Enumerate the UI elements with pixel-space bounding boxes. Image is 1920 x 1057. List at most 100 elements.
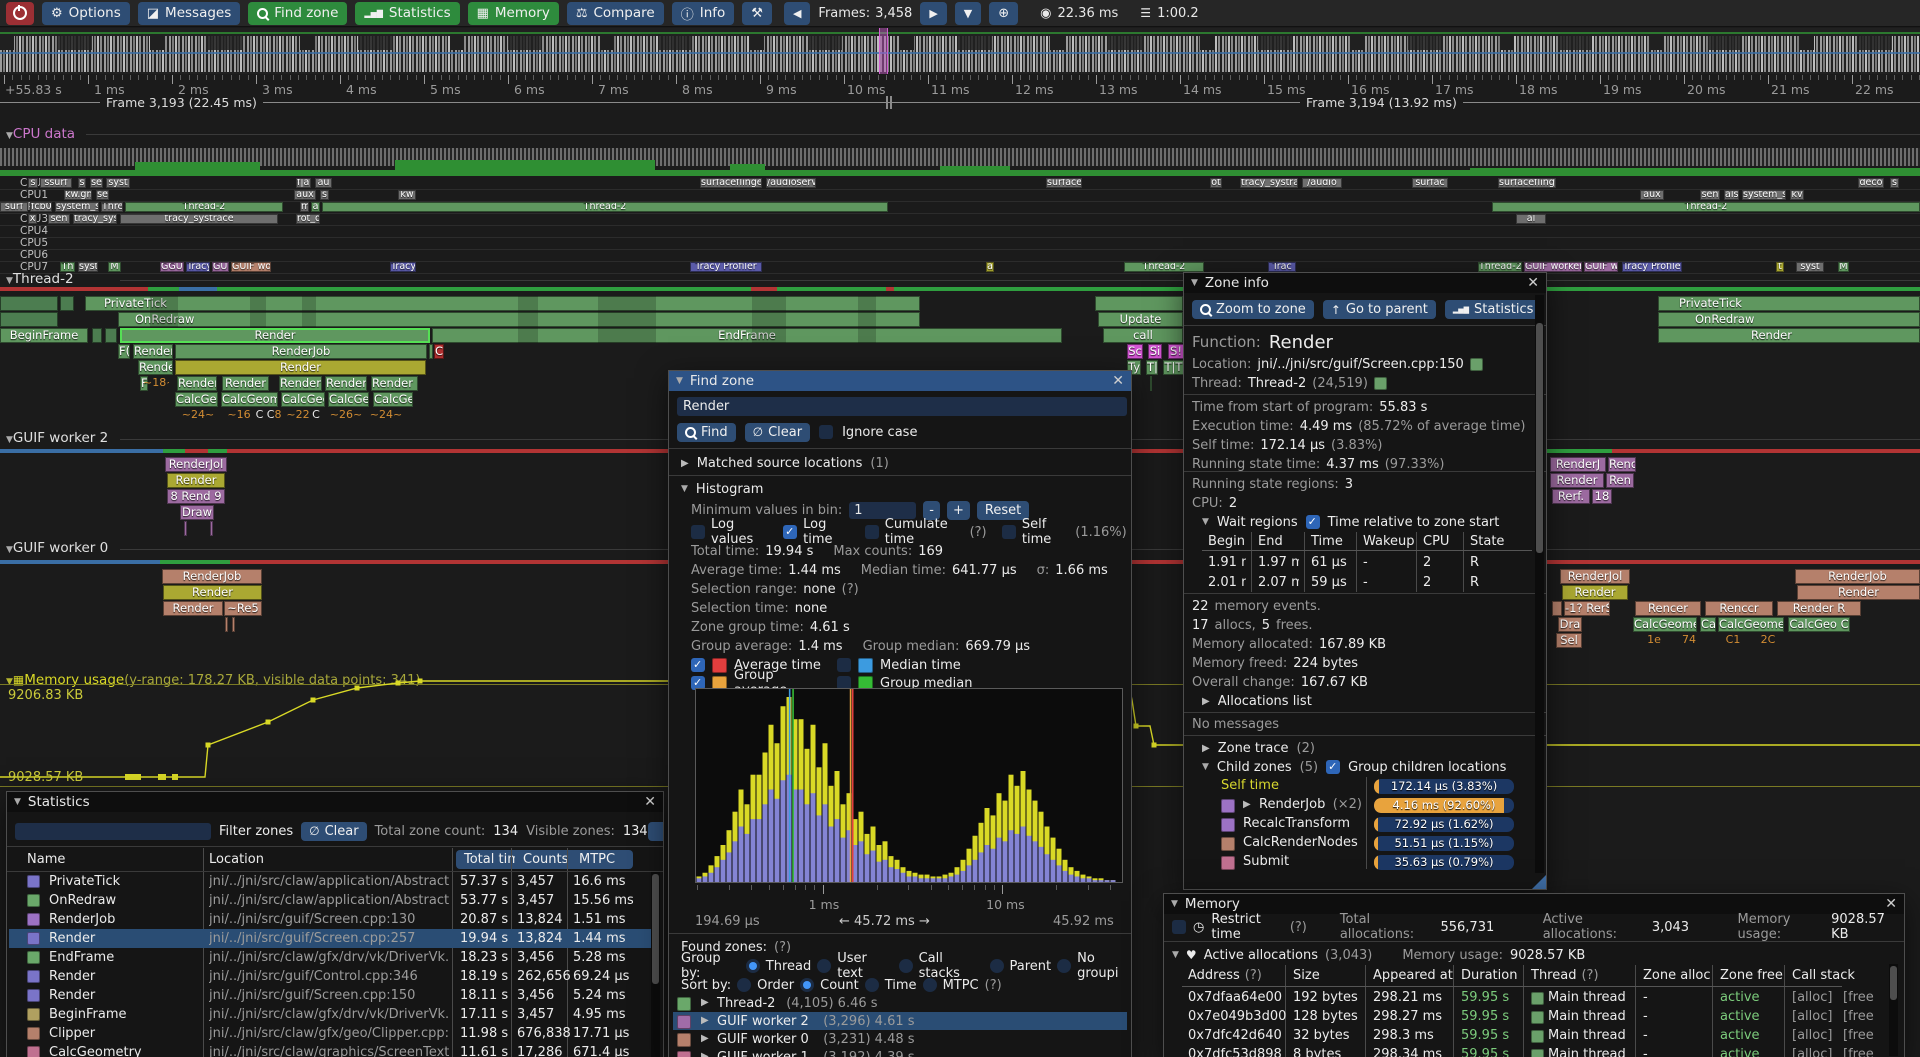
cpu-zone-bar[interactable]: aux (1640, 190, 1664, 200)
zone-bar[interactable]: CalcGeo C (1788, 617, 1850, 632)
zone-bar[interactable]: Rende (138, 360, 173, 375)
frame-dropdown-button[interactable]: ▼ (954, 1, 982, 25)
zone-bar[interactable]: Si (1148, 344, 1162, 359)
expand-arrow-icon[interactable]: ▶ (701, 997, 709, 1008)
zone-bar[interactable]: CalcGeo( (328, 392, 369, 407)
zone-bar[interactable]: Rend (1608, 457, 1636, 472)
mem-row-callstack-alloc[interactable]: [alloc] (1792, 1047, 1833, 1057)
cpu-zone-bar[interactable]: tracy_sysn (73, 214, 117, 224)
cpu-zone-bar[interactable]: deco (1858, 178, 1884, 188)
zone-bar[interactable] (225, 617, 228, 632)
find-zone-query-input[interactable]: Render (677, 397, 1127, 416)
zone-bar[interactable] (232, 617, 235, 632)
found-thread-name[interactable]: GUIF worker 2 (717, 1014, 809, 1029)
zone-bar[interactable]: CalcGeomet (1718, 617, 1784, 632)
col-header-mtpc[interactable]: MTPC (571, 850, 633, 869)
cpu-zone-bar[interactable]: t (1776, 262, 1784, 272)
mem-col-header[interactable]: Zone alloc (1643, 968, 1711, 983)
time-relative-checkbox[interactable] (1305, 515, 1320, 529)
cpu-zone-bar[interactable]: se (90, 178, 103, 188)
stat-row-name[interactable]: Render (49, 988, 96, 1003)
found-thread-name[interactable]: GUIF worker 0 (717, 1032, 809, 1047)
groupby-radio-call-stacks[interactable] (898, 959, 913, 973)
ignore-case-checkbox[interactable] (819, 425, 834, 439)
zone-bar[interactable]: -1? RerS (1564, 601, 1610, 616)
zone-bar[interactable] (752, 328, 786, 343)
reset-button[interactable]: Reset (976, 500, 1030, 520)
power-button[interactable] (6, 1, 34, 25)
allocations-list[interactable]: ▶ Allocations list (1202, 693, 1312, 709)
zone-bar[interactable]: 8 Rend 9 (167, 489, 225, 504)
cpu-zone-bar[interactable]: s (28, 178, 38, 188)
zone-bar[interactable]: RenderJol (165, 457, 227, 472)
zone-bar[interactable]: Render R (1777, 601, 1861, 616)
zone-bar[interactable] (518, 328, 538, 343)
compare-button[interactable]: ⚖ Compare (566, 1, 664, 25)
cpu-zone-bar[interactable]: Thre (101, 202, 123, 212)
cpu-zone-bar[interactable]: Tracy Profiler (690, 262, 762, 272)
mem-row-address[interactable]: 0x7dfc53d898 (1188, 1047, 1282, 1057)
mem-row-callstack-free[interactable]: [free (1843, 990, 1874, 1005)
zoom-to-zone-button[interactable]: Zoom to zone (1192, 300, 1314, 319)
cpu-zone-bar[interactable]: surf (0, 202, 28, 212)
zone-bar[interactable]: Render (325, 376, 367, 391)
active-allocations-header[interactable]: ▼ ♥ Active allocations (3,043) Memory usage:… (1172, 947, 1896, 963)
cpu-zone-bar[interactable]: f|au (296, 178, 311, 188)
mem-row-callstack-free[interactable]: [free (1843, 1009, 1874, 1024)
zone-bar[interactable]: RenderJob (1795, 569, 1920, 584)
zone-bar[interactable]: Ren (1606, 473, 1634, 488)
zone-bar[interactable]: CalcGeome (221, 392, 278, 407)
zone-bar[interactable] (210, 521, 213, 536)
cpu-zone-bar[interactable]: syst (106, 178, 130, 188)
zone-bar[interactable]: RenderJob (162, 569, 262, 584)
cpu-zone-bar[interactable]: fcb0 (30, 202, 52, 212)
found-thread-name[interactable]: Thread-2 (717, 996, 776, 1011)
group-median-checkbox[interactable] (837, 676, 851, 690)
zone-bar[interactable]: RenderJol (1560, 569, 1630, 584)
cpu-data-header[interactable]: ▼CPU data (6, 126, 306, 142)
cpu-zone-bar[interactable]: Thread-2 (322, 202, 888, 212)
cpu-zone-bar[interactable]: sen (1700, 190, 1720, 200)
mem-col-header[interactable]: Call stack (1792, 968, 1855, 983)
sortby-radio-order[interactable] (737, 978, 752, 992)
cpu-zone-bar[interactable]: GUIF wor (231, 262, 271, 272)
cpu-zone-bar[interactable]: surfac (1412, 178, 1448, 188)
child-zone-bar[interactable]: 35.63 µs (0.79%) (1374, 855, 1514, 870)
zone-bar[interactable] (429, 344, 433, 359)
stat-row-name[interactable]: CalcGeometry (49, 1045, 142, 1057)
cpu-zone-bar[interactable]: al (1516, 214, 1546, 224)
cpu-usage-graph[interactable] (0, 146, 1920, 176)
zone-bar[interactable]: Sc (1127, 344, 1143, 359)
zone-bar[interactable]: Render (1550, 473, 1604, 488)
cpu-zone-bar[interactable]: sen (48, 214, 70, 224)
zone-bar[interactable] (598, 312, 656, 327)
zone-bar[interactable]: T| (1146, 360, 1158, 375)
child-zone-bar[interactable]: 72.92 µs (1.62%) (1374, 817, 1514, 832)
prev-frame-button[interactable]: ◀ (783, 1, 811, 25)
zone-bar[interactable]: Render (163, 601, 223, 616)
zone-bar[interactable]: Render (1797, 585, 1920, 600)
zone-bar[interactable] (752, 296, 786, 311)
memory-scrollbar-thumb[interactable] (1890, 966, 1897, 1000)
tools-button[interactable]: ⚒ (742, 1, 772, 25)
zone-bar[interactable]: Render (120, 328, 430, 343)
zone-bar[interactable] (250, 312, 266, 327)
zone-bar[interactable]: Draw (180, 505, 214, 520)
cpu-zone-bar[interactable]: als (1724, 190, 1739, 200)
zone-bar[interactable] (1095, 296, 1183, 311)
cpu-zone-bar[interactable]: M (1838, 262, 1849, 272)
goto-frame-button[interactable]: ⊕ (989, 1, 1019, 25)
zone-bar[interactable]: Render (175, 360, 426, 375)
zone-bar[interactable]: Ca (1700, 617, 1716, 632)
sortby-radio-count[interactable] (800, 978, 815, 992)
cpu-zone-bar[interactable]: a (986, 262, 994, 272)
stat-row-name[interactable]: BeginFrame (49, 1007, 127, 1022)
memory-button[interactable]: ▦ Memory (467, 1, 559, 25)
cpu-zone-bar[interactable]: surface (1046, 178, 1082, 188)
close-icon[interactable]: ✕ (644, 794, 656, 810)
zone-bar[interactable]: CalcGe( (373, 392, 413, 407)
zone-bar[interactable]: 18 (1592, 489, 1612, 504)
child-zones-header[interactable]: ▼Child zones(5)Group children locations (1202, 759, 1542, 775)
cpu-zone-bar[interactable]: /audioserver (766, 178, 816, 188)
child-zone-bar[interactable]: 172.14 µs (3.83%) (1374, 779, 1514, 794)
